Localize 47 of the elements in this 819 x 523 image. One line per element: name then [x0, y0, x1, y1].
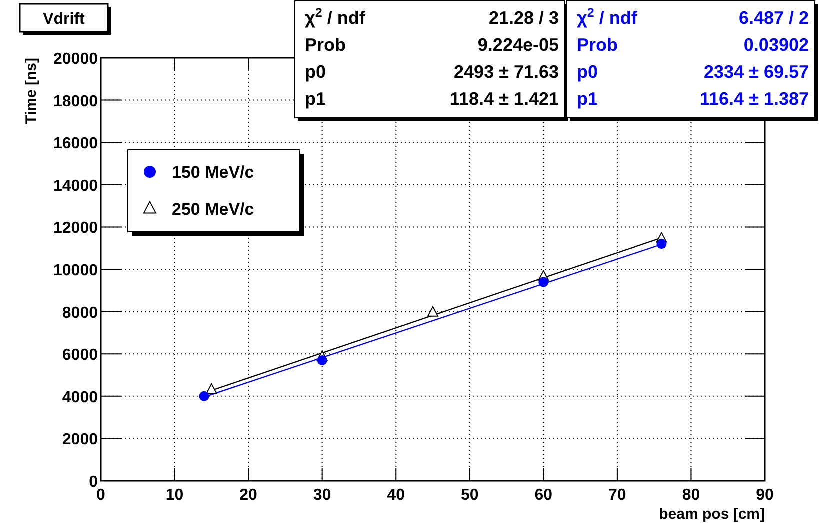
point — [538, 277, 549, 288]
y-axis-title: Time [ns] — [23, 58, 40, 124]
x-tick-label: 30 — [313, 487, 332, 504]
chart-title: Vdrift — [43, 11, 86, 28]
annotation: 2493 ± 71.63 — [454, 62, 559, 82]
y-tick-label: 2000 — [62, 432, 98, 449]
x-axis-title: beam pos [cm] — [659, 506, 765, 523]
x-tick-label: 90 — [756, 487, 774, 504]
text: 6.487 / 2 — [738, 8, 809, 28]
legend-label: 250 MeV/c — [172, 200, 254, 219]
annotation: p1 — [305, 89, 326, 109]
y-tick-label: 6000 — [62, 347, 98, 364]
point — [428, 306, 438, 317]
y-tick-label: 10000 — [54, 262, 98, 280]
y-tick-label: 20000 — [54, 51, 98, 68]
text: Prob — [305, 35, 346, 55]
text: χ$^{2}$ / ndf — [577, 6, 638, 28]
y-tick-label: 18000 — [54, 93, 98, 110]
y-tick-label: 12000 — [54, 220, 98, 238]
point — [206, 384, 218, 394]
y-tick-label: 16000 — [54, 136, 98, 153]
annotation: 2334 ± 69.57 — [704, 62, 809, 82]
x-tick-label: 40 — [387, 487, 406, 504]
point — [317, 355, 328, 366]
legend-label: 150 MeV/c — [172, 163, 254, 182]
x-tick-label: 10 — [166, 487, 184, 504]
annotation: p0 — [577, 62, 598, 82]
text: Prob — [577, 35, 618, 55]
annotation: p1 — [577, 89, 598, 109]
x-tick-label: 80 — [682, 487, 700, 504]
annotation: 116.4 ± 1.387 — [700, 89, 809, 109]
y-tick-label: 0 — [89, 474, 98, 491]
y-tick-label: 4000 — [62, 389, 98, 406]
point — [656, 239, 667, 250]
annotation: p0 — [305, 62, 326, 82]
text: 0.03902 — [744, 35, 809, 55]
y-tick-label: 14000 — [54, 178, 98, 195]
annotation: 118.4 ± 1.421 — [450, 89, 559, 109]
text: 9.224e-05 — [478, 35, 559, 55]
x-tick-label: 70 — [608, 487, 626, 504]
x-tick-label: 60 — [534, 487, 553, 504]
x-tick-label: 50 — [460, 487, 479, 504]
text: 21.28 / 3 — [488, 8, 559, 28]
point — [199, 391, 210, 402]
x-tick-label: 20 — [240, 487, 258, 504]
y-tick-label: 8000 — [62, 304, 98, 322]
text: χ$^{2}$ / ndf — [305, 6, 366, 28]
